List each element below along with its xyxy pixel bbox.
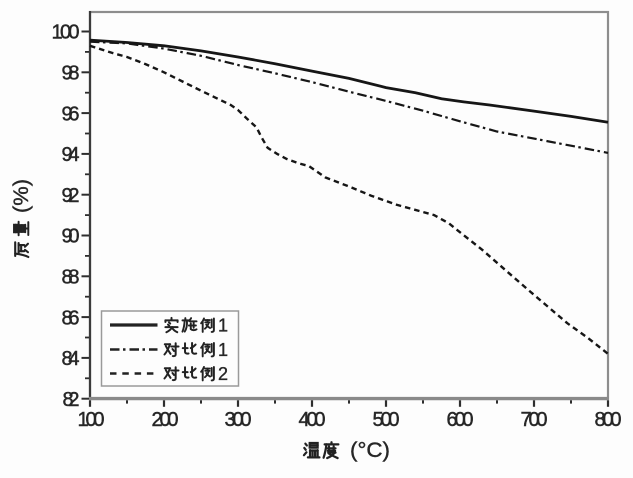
svg-text:(%): (%) [10, 179, 33, 213]
svg-text:(°C): (°C) [350, 439, 390, 462]
svg-text:2: 2 [218, 364, 228, 384]
svg-text:400: 400 [299, 409, 326, 431]
svg-text:300: 300 [225, 409, 252, 431]
svg-text:1: 1 [218, 316, 228, 336]
svg-text:82: 82 [63, 389, 80, 411]
svg-text:98: 98 [62, 63, 80, 85]
svg-text:700: 700 [521, 409, 548, 431]
svg-text:500: 500 [373, 409, 400, 431]
svg-text:200: 200 [152, 409, 179, 431]
svg-text:86: 86 [62, 307, 80, 329]
svg-text:800: 800 [595, 409, 622, 431]
svg-text:100: 100 [78, 409, 105, 431]
svg-text:94: 94 [62, 144, 80, 166]
svg-text:90: 90 [62, 226, 80, 248]
svg-text:88: 88 [62, 267, 80, 289]
svg-text:1: 1 [218, 340, 228, 360]
svg-text:100: 100 [52, 22, 80, 44]
svg-text:600: 600 [447, 409, 474, 431]
svg-text:84: 84 [62, 348, 80, 370]
svg-text:96: 96 [62, 103, 80, 125]
svg-text:92: 92 [62, 185, 80, 207]
